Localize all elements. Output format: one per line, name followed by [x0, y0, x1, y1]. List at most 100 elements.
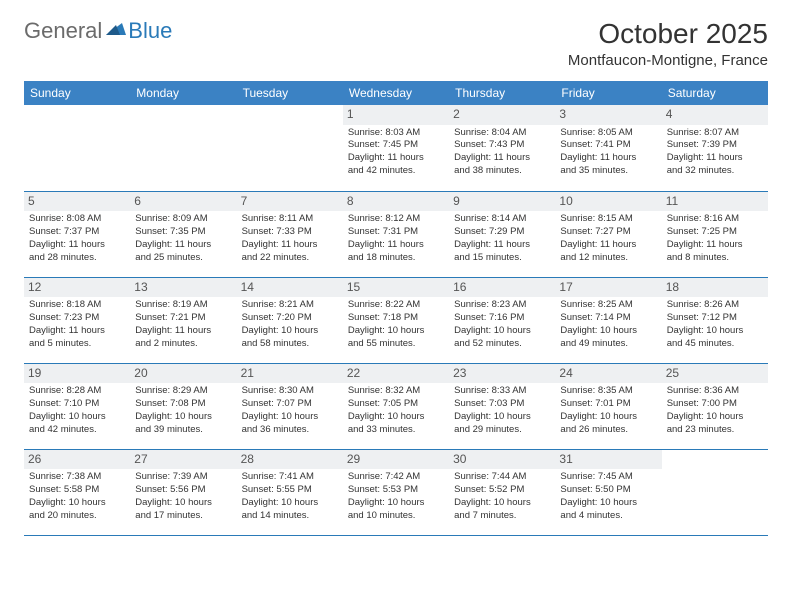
daylight1-text: Daylight: 11 hours	[454, 239, 550, 252]
logo-triangle-icon	[106, 19, 126, 35]
day-number: 22	[343, 364, 449, 384]
day-info: Sunrise: 8:29 AMSunset: 7:08 PMDaylight:…	[135, 385, 231, 436]
day-info: Sunrise: 8:33 AMSunset: 7:03 PMDaylight:…	[454, 385, 550, 436]
month-title: October 2025	[568, 18, 768, 50]
day-cell: 19Sunrise: 8:28 AMSunset: 7:10 PMDayligh…	[24, 363, 130, 449]
day-number: 7	[237, 192, 343, 212]
day-info: Sunrise: 8:26 AMSunset: 7:12 PMDaylight:…	[667, 299, 763, 350]
weekday-header: Wednesday	[343, 81, 449, 105]
day-cell: 18Sunrise: 8:26 AMSunset: 7:12 PMDayligh…	[662, 277, 768, 363]
sunrise-text: Sunrise: 7:44 AM	[454, 471, 550, 484]
sunrise-text: Sunrise: 7:39 AM	[135, 471, 231, 484]
sunset-text: Sunset: 7:25 PM	[667, 226, 763, 239]
day-cell: 17Sunrise: 8:25 AMSunset: 7:14 PMDayligh…	[555, 277, 661, 363]
sunrise-text: Sunrise: 8:15 AM	[560, 213, 656, 226]
daylight1-text: Daylight: 11 hours	[454, 152, 550, 165]
sunrise-text: Sunrise: 8:18 AM	[29, 299, 125, 312]
day-info: Sunrise: 8:18 AMSunset: 7:23 PMDaylight:…	[29, 299, 125, 350]
day-info: Sunrise: 8:15 AMSunset: 7:27 PMDaylight:…	[560, 213, 656, 264]
day-info: Sunrise: 8:23 AMSunset: 7:16 PMDaylight:…	[454, 299, 550, 350]
day-cell: 28Sunrise: 7:41 AMSunset: 5:55 PMDayligh…	[237, 449, 343, 535]
day-number: 26	[24, 450, 130, 470]
day-cell: .	[662, 449, 768, 535]
daylight1-text: Daylight: 11 hours	[348, 152, 444, 165]
day-cell: 26Sunrise: 7:38 AMSunset: 5:58 PMDayligh…	[24, 449, 130, 535]
day-cell: .	[24, 105, 130, 191]
sunrise-text: Sunrise: 8:35 AM	[560, 385, 656, 398]
day-info: Sunrise: 8:35 AMSunset: 7:01 PMDaylight:…	[560, 385, 656, 436]
daylight1-text: Daylight: 10 hours	[29, 497, 125, 510]
daylight1-text: Daylight: 11 hours	[242, 239, 338, 252]
daylight2-text: and 2 minutes.	[135, 338, 231, 351]
sunset-text: Sunset: 5:58 PM	[29, 484, 125, 497]
day-cell: 2Sunrise: 8:04 AMSunset: 7:43 PMDaylight…	[449, 105, 555, 191]
day-number: 28	[237, 450, 343, 470]
daylight2-text: and 33 minutes.	[348, 424, 444, 437]
week-row: 12Sunrise: 8:18 AMSunset: 7:23 PMDayligh…	[24, 277, 768, 363]
daylight1-text: Daylight: 10 hours	[135, 411, 231, 424]
day-number: 6	[130, 192, 236, 212]
weekday-header: Sunday	[24, 81, 130, 105]
day-number: 31	[555, 450, 661, 470]
day-info: Sunrise: 8:09 AMSunset: 7:35 PMDaylight:…	[135, 213, 231, 264]
day-cell: 31Sunrise: 7:45 AMSunset: 5:50 PMDayligh…	[555, 449, 661, 535]
daylight2-text: and 28 minutes.	[29, 252, 125, 265]
day-info: Sunrise: 8:16 AMSunset: 7:25 PMDaylight:…	[667, 213, 763, 264]
logo: General Blue	[24, 18, 172, 44]
sunset-text: Sunset: 7:31 PM	[348, 226, 444, 239]
logo-text-blue: Blue	[128, 18, 172, 44]
day-cell: 8Sunrise: 8:12 AMSunset: 7:31 PMDaylight…	[343, 191, 449, 277]
sunset-text: Sunset: 7:10 PM	[29, 398, 125, 411]
day-info: Sunrise: 8:28 AMSunset: 7:10 PMDaylight:…	[29, 385, 125, 436]
sunrise-text: Sunrise: 8:11 AM	[242, 213, 338, 226]
daylight2-text: and 42 minutes.	[29, 424, 125, 437]
sunrise-text: Sunrise: 8:16 AM	[667, 213, 763, 226]
daylight1-text: Daylight: 11 hours	[348, 239, 444, 252]
day-cell: 24Sunrise: 8:35 AMSunset: 7:01 PMDayligh…	[555, 363, 661, 449]
daylight1-text: Daylight: 10 hours	[667, 411, 763, 424]
sunrise-text: Sunrise: 8:03 AM	[348, 127, 444, 140]
day-number: 21	[237, 364, 343, 384]
day-number: 5	[24, 192, 130, 212]
sunrise-text: Sunrise: 8:23 AM	[454, 299, 550, 312]
daylight2-text: and 4 minutes.	[560, 510, 656, 523]
daylight2-text: and 29 minutes.	[454, 424, 550, 437]
daylight2-text: and 15 minutes.	[454, 252, 550, 265]
day-info: Sunrise: 8:08 AMSunset: 7:37 PMDaylight:…	[29, 213, 125, 264]
day-info: Sunrise: 8:22 AMSunset: 7:18 PMDaylight:…	[348, 299, 444, 350]
daylight1-text: Daylight: 10 hours	[560, 497, 656, 510]
sunset-text: Sunset: 7:29 PM	[454, 226, 550, 239]
sunrise-text: Sunrise: 8:30 AM	[242, 385, 338, 398]
sunrise-text: Sunrise: 8:05 AM	[560, 127, 656, 140]
day-number: 25	[662, 364, 768, 384]
week-row: 19Sunrise: 8:28 AMSunset: 7:10 PMDayligh…	[24, 363, 768, 449]
day-info: Sunrise: 7:45 AMSunset: 5:50 PMDaylight:…	[560, 471, 656, 522]
day-info: Sunrise: 7:38 AMSunset: 5:58 PMDaylight:…	[29, 471, 125, 522]
sunrise-text: Sunrise: 8:04 AM	[454, 127, 550, 140]
day-cell: 12Sunrise: 8:18 AMSunset: 7:23 PMDayligh…	[24, 277, 130, 363]
daylight2-text: and 23 minutes.	[667, 424, 763, 437]
daylight2-text: and 55 minutes.	[348, 338, 444, 351]
day-cell: 10Sunrise: 8:15 AMSunset: 7:27 PMDayligh…	[555, 191, 661, 277]
daylight2-text: and 38 minutes.	[454, 165, 550, 178]
day-cell: 3Sunrise: 8:05 AMSunset: 7:41 PMDaylight…	[555, 105, 661, 191]
day-cell: 27Sunrise: 7:39 AMSunset: 5:56 PMDayligh…	[130, 449, 236, 535]
daylight2-text: and 25 minutes.	[135, 252, 231, 265]
daylight1-text: Daylight: 11 hours	[667, 152, 763, 165]
day-info: Sunrise: 8:21 AMSunset: 7:20 PMDaylight:…	[242, 299, 338, 350]
daylight2-text: and 45 minutes.	[667, 338, 763, 351]
sunset-text: Sunset: 7:20 PM	[242, 312, 338, 325]
day-number: 16	[449, 278, 555, 298]
daylight1-text: Daylight: 10 hours	[348, 325, 444, 338]
day-info: Sunrise: 7:39 AMSunset: 5:56 PMDaylight:…	[135, 471, 231, 522]
day-cell: 20Sunrise: 8:29 AMSunset: 7:08 PMDayligh…	[130, 363, 236, 449]
daylight1-text: Daylight: 11 hours	[560, 152, 656, 165]
day-cell: 9Sunrise: 8:14 AMSunset: 7:29 PMDaylight…	[449, 191, 555, 277]
week-row: 5Sunrise: 8:08 AMSunset: 7:37 PMDaylight…	[24, 191, 768, 277]
daylight1-text: Daylight: 10 hours	[135, 497, 231, 510]
sunset-text: Sunset: 7:03 PM	[454, 398, 550, 411]
day-info: Sunrise: 8:32 AMSunset: 7:05 PMDaylight:…	[348, 385, 444, 436]
logo-text-general: General	[24, 18, 102, 44]
daylight2-text: and 35 minutes.	[560, 165, 656, 178]
day-cell: 30Sunrise: 7:44 AMSunset: 5:52 PMDayligh…	[449, 449, 555, 535]
